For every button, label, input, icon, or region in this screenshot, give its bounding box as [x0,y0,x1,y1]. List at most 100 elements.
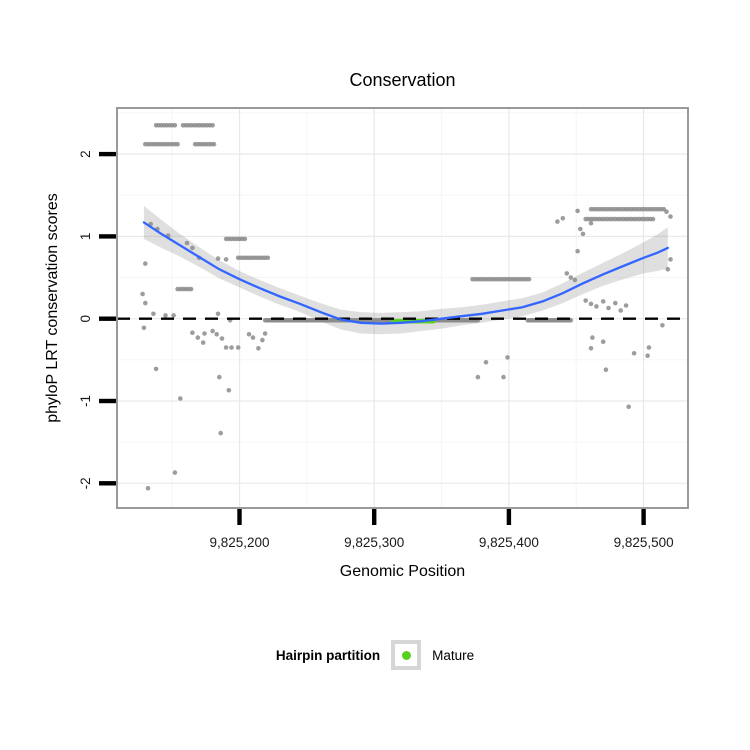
data-point [578,226,583,232]
data-point [665,267,671,272]
data-point [501,374,506,380]
y-tick-label: -2 [78,477,93,489]
data-point [215,311,221,317]
x-tick-label: 9,825,300 [344,535,404,550]
data-point [211,141,217,147]
data-point [645,353,650,359]
data-point [613,300,618,306]
data-point [210,123,215,128]
data-point [140,291,145,297]
y-tick-label: 2 [78,150,93,158]
x-tick [237,508,242,525]
data-point [223,257,229,262]
data-point [143,300,148,306]
data-point [668,214,673,219]
data-point [265,255,271,261]
data-point [215,256,221,261]
y-tick [99,234,117,239]
y-tick-label: -1 [78,395,93,407]
data-point [260,337,265,343]
data-point [594,304,599,309]
x-tick [641,508,646,525]
data-point [583,298,588,303]
data-point [588,220,594,226]
data-point [235,345,241,350]
data-point [650,216,656,222]
data-point [600,339,606,345]
data-point [223,345,229,350]
data-point [564,271,570,276]
data-point [505,355,510,360]
data-point [188,286,194,292]
y-tick [99,398,117,404]
legend-key-mature [391,640,422,670]
data-point [153,366,159,372]
data-point [600,299,606,304]
data-point [217,374,222,380]
data-point [202,331,207,336]
data-point [190,245,195,251]
data-point [141,325,147,331]
x-axis-label: Genomic Position [339,563,466,580]
data-point [172,470,178,475]
y-tick-label: 0 [78,315,93,323]
data-point [555,219,560,224]
data-point [218,430,223,436]
data-point [580,231,586,237]
data-point [623,303,629,308]
data-point [242,236,248,242]
data-point [226,388,232,393]
data-point [631,351,637,356]
data-point [210,328,215,334]
x-tick-label: 9,825,200 [209,535,269,550]
data-point [190,330,195,336]
data-point [143,261,148,266]
data-point [483,360,489,365]
data-point [172,123,178,128]
data-point [626,404,631,410]
data-point [163,313,168,318]
data-point [560,216,566,221]
smooth-line [142,221,669,325]
data-point [250,335,256,340]
mature-dot-icon [401,650,411,660]
data-point [256,346,261,351]
data-point [668,257,673,262]
data-point [219,336,225,341]
x-tick [372,508,377,525]
data-point [145,485,151,491]
x-tick-label: 9,825,500 [614,535,674,550]
y-tick [99,316,117,321]
data-point [572,277,578,283]
data-point [618,308,623,313]
legend: Hairpin partition Mature [0,640,750,670]
plot-title: Conservation [349,70,456,90]
data-point [664,209,669,214]
x-tick [506,508,512,525]
data-point [178,396,183,401]
data-point [588,346,594,351]
data-point [575,248,580,254]
data-point [184,240,190,246]
data-point [214,332,219,337]
data-point [603,367,609,373]
panel-border [116,107,689,509]
x-tick-label: 9,825,400 [479,535,539,550]
data-point [660,323,665,328]
y-tick [99,481,117,486]
data-point [200,340,206,345]
data-point [606,305,611,311]
legend-title: Hairpin partition [275,647,381,663]
data-point [229,345,234,350]
legend-label-mature: Mature [432,647,475,663]
data-point [262,331,268,336]
data-point [195,335,201,340]
y-tick-label: 1 [78,233,93,241]
data-point [246,332,252,337]
data-point [568,275,574,280]
data-point [588,301,594,307]
data-point [526,276,532,282]
data-point [175,141,180,147]
